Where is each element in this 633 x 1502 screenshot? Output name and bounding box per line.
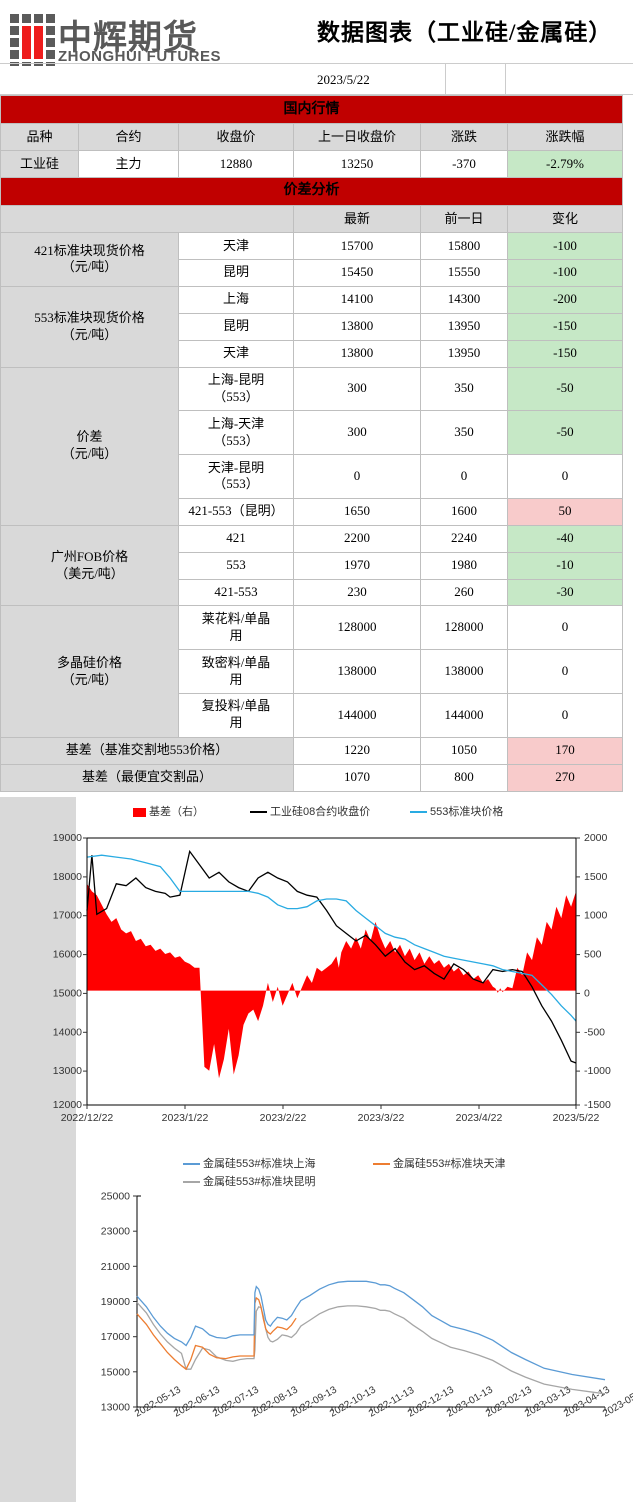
svg-text:13000: 13000 <box>101 1402 130 1414</box>
svg-text:16000: 16000 <box>53 949 82 961</box>
svg-text:14000: 14000 <box>53 1026 82 1038</box>
svg-text:25000: 25000 <box>101 1191 130 1203</box>
svg-text:19000: 19000 <box>101 1296 130 1308</box>
svg-text:2023/4/22: 2023/4/22 <box>456 1112 503 1124</box>
svg-text:13000: 13000 <box>53 1065 82 1077</box>
svg-text:500: 500 <box>584 949 602 961</box>
svg-text:15000: 15000 <box>53 987 82 999</box>
svg-text:18000: 18000 <box>53 871 82 883</box>
svg-text:12000: 12000 <box>53 1099 82 1111</box>
svg-text:-500: -500 <box>584 1026 605 1038</box>
svg-text:23000: 23000 <box>101 1226 130 1238</box>
svg-text:2023/2/22: 2023/2/22 <box>260 1112 307 1124</box>
svg-text:2022/12/22: 2022/12/22 <box>61 1112 114 1124</box>
svg-text:2023/1/22: 2023/1/22 <box>162 1112 209 1124</box>
svg-text:2023/3/22: 2023/3/22 <box>358 1112 405 1124</box>
svg-text:-1000: -1000 <box>584 1065 611 1077</box>
svg-text:17000: 17000 <box>101 1331 130 1343</box>
svg-text:-1500: -1500 <box>584 1099 611 1111</box>
svg-text:15000: 15000 <box>101 1366 130 1378</box>
svg-text:2023/5/22: 2023/5/22 <box>553 1112 600 1124</box>
svg-text:1000: 1000 <box>584 910 608 922</box>
svg-text:1500: 1500 <box>584 871 608 883</box>
svg-text:17000: 17000 <box>53 910 82 922</box>
svg-text:2000: 2000 <box>584 832 608 844</box>
svg-text:19000: 19000 <box>53 832 82 844</box>
svg-text:21000: 21000 <box>101 1261 130 1273</box>
svg-text:0: 0 <box>584 987 590 999</box>
